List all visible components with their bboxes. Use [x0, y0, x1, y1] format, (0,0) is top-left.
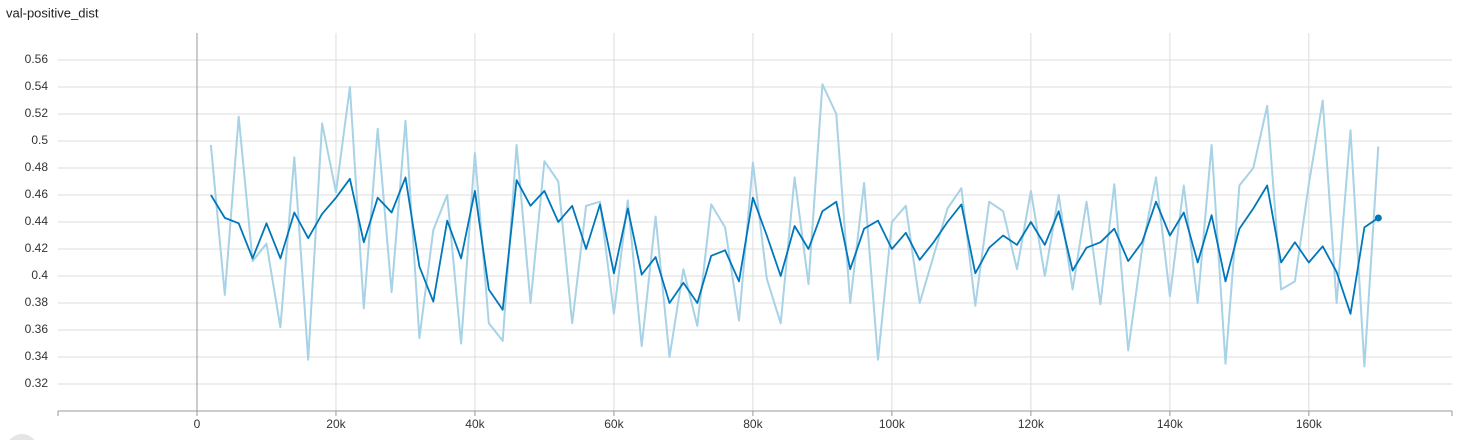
y-tick-label: 0.4: [31, 268, 48, 282]
x-tick-label: 60k: [604, 417, 624, 431]
y-tick-label: 0.46: [25, 187, 49, 201]
y-tick-label: 0.36: [25, 322, 49, 336]
y-tick-label: 0.38: [25, 295, 49, 309]
series-line: [210, 176, 1379, 315]
y-tick-label: 0.34: [25, 349, 49, 363]
x-tick-label: 100k: [879, 417, 906, 431]
x-tick-label: 80k: [743, 417, 763, 431]
x-tick-label: 120k: [1018, 417, 1045, 431]
y-tick-label: 0.48: [25, 160, 49, 174]
series-line: [209, 83, 1380, 368]
x-tick-label: 20k: [326, 417, 346, 431]
y-tick-label: 0.54: [25, 79, 49, 93]
chart-title: val-positive_dist: [6, 5, 99, 20]
y-tick-label: 0.42: [25, 241, 49, 255]
y-tick-label: 0.5: [31, 133, 48, 147]
y-tick-label: 0.32: [25, 376, 49, 390]
x-tick-label: 40k: [465, 417, 485, 431]
y-tick-label: 0.56: [25, 52, 49, 66]
x-tick-label: 140k: [1157, 417, 1184, 431]
y-tick-label: 0.44: [25, 214, 49, 228]
x-tick-label: 0: [194, 417, 201, 431]
y-tick-label: 0.52: [25, 106, 49, 120]
x-tick-label: 160k: [1296, 417, 1323, 431]
last-point: [1374, 214, 1382, 222]
corner-button[interactable]: [6, 434, 38, 444]
